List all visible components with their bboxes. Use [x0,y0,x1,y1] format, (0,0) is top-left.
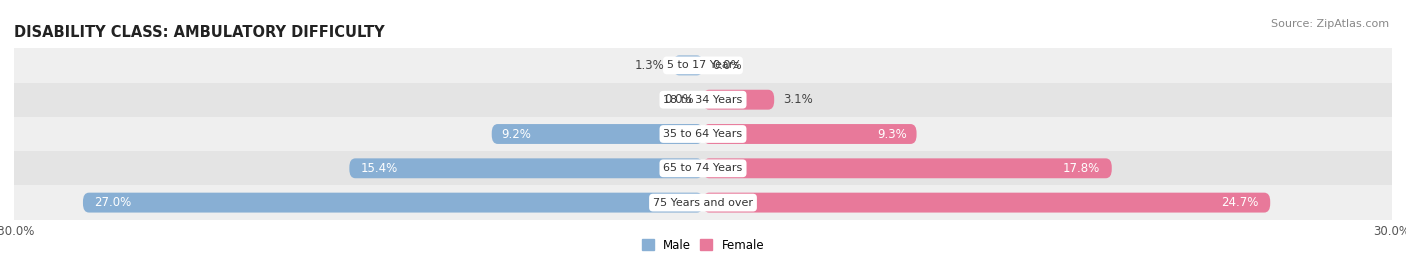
Text: 35 to 64 Years: 35 to 64 Years [664,129,742,139]
Text: 75 Years and over: 75 Years and over [652,198,754,208]
Text: Source: ZipAtlas.com: Source: ZipAtlas.com [1271,19,1389,29]
Text: 0.0%: 0.0% [713,59,742,72]
Text: 27.0%: 27.0% [94,196,132,209]
Text: 24.7%: 24.7% [1222,196,1258,209]
FancyBboxPatch shape [492,124,703,144]
FancyBboxPatch shape [703,124,917,144]
Text: 0.0%: 0.0% [664,93,693,106]
FancyBboxPatch shape [83,193,703,213]
Bar [14,117,1392,151]
Text: 1.3%: 1.3% [634,59,664,72]
Text: 17.8%: 17.8% [1063,162,1101,175]
FancyBboxPatch shape [673,55,703,75]
Text: 5 to 17 Years: 5 to 17 Years [666,60,740,70]
FancyBboxPatch shape [703,90,775,110]
Legend: Male, Female: Male, Female [641,239,765,252]
FancyBboxPatch shape [703,193,1270,213]
Text: 9.2%: 9.2% [501,128,531,140]
Text: 3.1%: 3.1% [783,93,813,106]
Text: 65 to 74 Years: 65 to 74 Years [664,163,742,173]
Bar [14,151,1392,185]
Bar [14,83,1392,117]
Text: DISABILITY CLASS: AMBULATORY DIFFICULTY: DISABILITY CLASS: AMBULATORY DIFFICULTY [14,25,385,40]
Bar [14,48,1392,83]
FancyBboxPatch shape [703,158,1112,178]
Text: 9.3%: 9.3% [877,128,907,140]
Text: 15.4%: 15.4% [361,162,398,175]
FancyBboxPatch shape [349,158,703,178]
Text: 18 to 34 Years: 18 to 34 Years [664,95,742,105]
Bar [14,185,1392,220]
